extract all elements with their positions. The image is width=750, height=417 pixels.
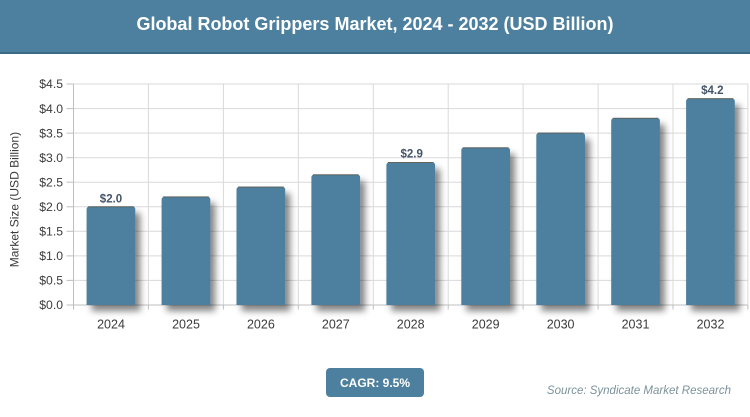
svg-text:2026: 2026 bbox=[247, 318, 275, 332]
svg-text:$1.5: $1.5 bbox=[39, 225, 63, 239]
svg-text:$3.0: $3.0 bbox=[39, 151, 63, 165]
svg-text:$2.5: $2.5 bbox=[39, 175, 63, 189]
svg-text:$2.9: $2.9 bbox=[401, 148, 423, 160]
svg-text:2029: 2029 bbox=[472, 318, 500, 332]
svg-text:Market Size (USD Billion): Market Size (USD Billion) bbox=[8, 132, 22, 267]
svg-text:2024: 2024 bbox=[97, 318, 125, 332]
svg-text:2030: 2030 bbox=[547, 318, 575, 332]
svg-text:$4.2: $4.2 bbox=[701, 85, 723, 97]
svg-text:2025: 2025 bbox=[172, 318, 200, 332]
svg-text:$2.0: $2.0 bbox=[100, 193, 122, 205]
svg-text:$3.5: $3.5 bbox=[39, 126, 63, 140]
svg-text:$0.0: $0.0 bbox=[39, 298, 63, 312]
svg-text:$4.0: $4.0 bbox=[39, 102, 63, 116]
svg-text:2031: 2031 bbox=[622, 318, 650, 332]
svg-text:2028: 2028 bbox=[397, 318, 425, 332]
svg-text:$4.5: $4.5 bbox=[39, 77, 63, 91]
svg-text:$0.5: $0.5 bbox=[39, 274, 63, 288]
svg-text:$2.0: $2.0 bbox=[39, 200, 63, 214]
svg-text:2027: 2027 bbox=[322, 318, 350, 332]
svg-text:$1.0: $1.0 bbox=[39, 249, 63, 263]
svg-text:2032: 2032 bbox=[697, 318, 725, 332]
